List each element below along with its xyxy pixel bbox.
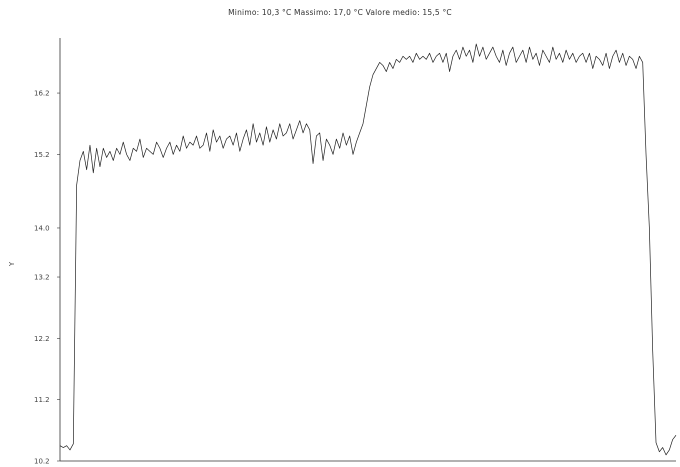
- series-layer: [59, 43, 677, 456]
- y-ticks: 10.2 11.2 12.2 13.2 14.0 15.2 16.2: [34, 90, 60, 466]
- series-line: [59, 43, 677, 456]
- y-tick-label: 14.0: [34, 224, 50, 232]
- y-tick-label: 13.2: [34, 274, 50, 282]
- y-tick-label: 11.2: [34, 396, 50, 404]
- y-tick-label: 12.2: [34, 335, 50, 343]
- chart-title: Minimo: 10,3 °C Massimo: 17,0 °C Valore …: [228, 8, 452, 17]
- y-tick-label: 10.2: [34, 458, 50, 466]
- y-axis-label: Y: [8, 261, 16, 267]
- chart-axes: [59, 38, 676, 462]
- y-tick-label: 15.2: [34, 151, 50, 159]
- y-tick-label: 16.2: [34, 90, 50, 98]
